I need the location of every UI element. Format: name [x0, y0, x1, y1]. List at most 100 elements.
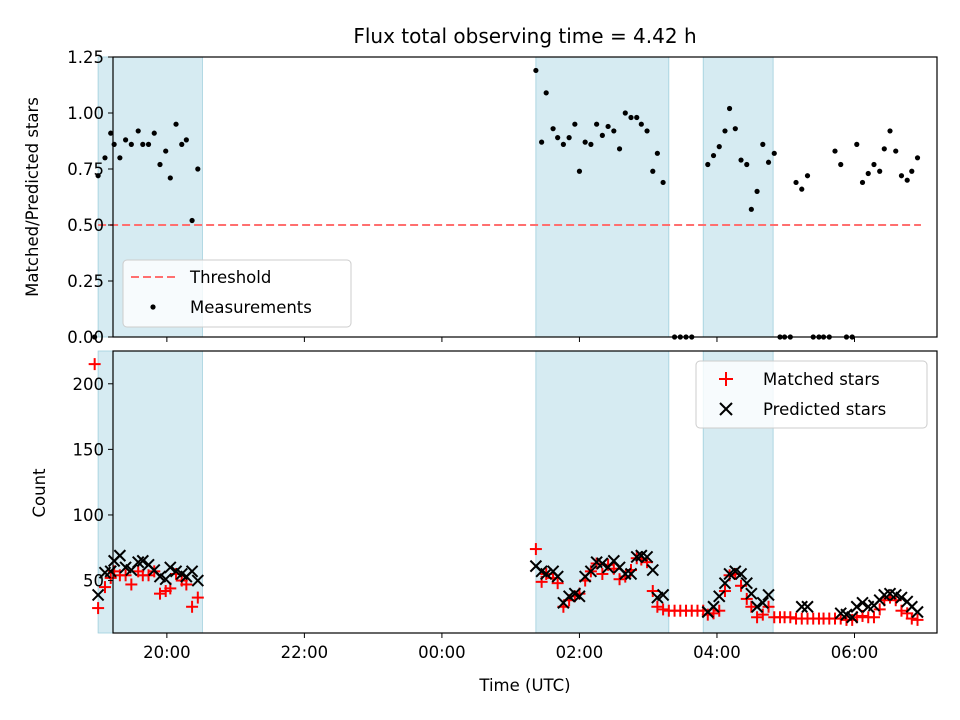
predicted-point [91, 588, 105, 602]
measurement-point [909, 168, 915, 174]
predicted-point [640, 550, 654, 564]
predicted-point [762, 588, 775, 602]
measurement-point [726, 105, 733, 112]
measurement-point [533, 67, 539, 74]
measurement-point [128, 141, 134, 147]
measurement-point [904, 177, 910, 183]
measurement-point [732, 126, 738, 132]
measurement-point [654, 150, 660, 156]
legend-matched-swatch [719, 372, 733, 386]
measurement-point [650, 168, 656, 174]
predicted-point [132, 555, 145, 569]
predicted-point [911, 605, 924, 619]
measurement-point [871, 161, 877, 168]
matched-point [745, 600, 758, 613]
predicted-point [191, 574, 205, 587]
top-panel-frame [112, 56, 938, 338]
measurement-point [163, 148, 169, 154]
measurement-point [189, 217, 195, 224]
measurement-point [543, 90, 549, 96]
measurement-point [771, 150, 777, 156]
legend-predicted-swatch [719, 402, 733, 416]
matched-point [867, 611, 880, 624]
matched-point [191, 591, 204, 604]
matched-point [651, 600, 664, 613]
predicted-point [573, 590, 586, 603]
measurement-point [877, 168, 883, 174]
measurement-point [550, 126, 556, 132]
predicted-point [734, 567, 748, 581]
measurement-point [582, 139, 588, 145]
measurement-point [638, 121, 644, 127]
matched-point [529, 543, 542, 556]
x-axis-label: Time (UTC) [478, 676, 570, 695]
measurement-point [628, 114, 634, 121]
x-tick-label: 00:00 [418, 643, 466, 662]
measurement-point [660, 179, 666, 186]
matched-point [180, 578, 193, 591]
predicted-point [756, 596, 770, 610]
predicted-point [630, 550, 643, 564]
measurement-point [179, 141, 185, 147]
measurement-point [765, 159, 772, 165]
measurement-point [914, 155, 921, 161]
matched-point [784, 611, 797, 624]
bottom-panel-frame [112, 350, 938, 634]
measurement-point [151, 130, 157, 136]
y-tick-label: 50 [83, 572, 104, 591]
predicted-point [795, 600, 808, 613]
bottom-panel: 20:00 22:00 00:00 02:00 04:00 06:00 50 100 150 2… [30, 350, 938, 695]
predicted-point [646, 563, 659, 577]
predicted-point [624, 567, 638, 581]
predicted-point [584, 565, 598, 578]
predicted-point [845, 611, 859, 624]
x-tick-label: 02:00 [556, 643, 604, 662]
matched-point [186, 600, 199, 613]
predicted-point [113, 549, 127, 562]
matched-point [596, 567, 609, 580]
y-tick-label: 1.00 [67, 104, 104, 123]
top-panel: 0.00 0.25 0.50 0.75 1.00 1.25 Matched/Predict… [23, 48, 938, 347]
measurement-point [117, 155, 123, 161]
predicted-point [551, 570, 564, 583]
measurement-point [572, 121, 578, 127]
bottom-legend: Matched stars Predicted stars [695, 360, 928, 429]
measurement-point [854, 141, 860, 147]
matched-point [646, 585, 659, 598]
predicted-point [740, 576, 753, 590]
y-tick-label: 0.25 [67, 272, 104, 291]
measurement-point [744, 161, 750, 168]
measurement-point [173, 121, 179, 127]
measurement-point [616, 146, 623, 152]
matched-point [153, 587, 166, 600]
measurement-point [576, 168, 583, 174]
measurement-point [539, 139, 545, 145]
measurement-point [710, 152, 717, 159]
measurement-point [738, 157, 744, 163]
predicted-point [656, 588, 670, 602]
measurement-point [754, 188, 760, 194]
predicted-point [856, 596, 869, 610]
y-tick-label: 1.25 [67, 48, 104, 67]
matched-point [713, 604, 726, 617]
matched-point [551, 577, 564, 590]
shaded-interval [702, 56, 774, 338]
measurement-point [748, 206, 754, 212]
measurement-point [799, 186, 805, 192]
measurement-point [145, 141, 152, 147]
matched-point [751, 611, 764, 624]
top-y-axis-label: Matched/Predicted stars [23, 97, 42, 297]
legend-measurements-label: Measurements [190, 298, 312, 317]
y-tick-label: 200 [73, 375, 105, 394]
chart-title: Flux total observing time = 4.42 h [353, 24, 696, 48]
measurement-point [804, 173, 811, 179]
measurement-point [634, 114, 640, 121]
legend-predicted-label: Predicted stars [763, 400, 886, 419]
predicted-point [850, 600, 863, 613]
matched-point [98, 581, 111, 594]
bottom-y-axis-label: Count [30, 468, 49, 518]
measurement-point [760, 141, 766, 147]
predicted-point [750, 600, 764, 613]
matched-point [657, 603, 670, 616]
matched-point [92, 602, 105, 615]
